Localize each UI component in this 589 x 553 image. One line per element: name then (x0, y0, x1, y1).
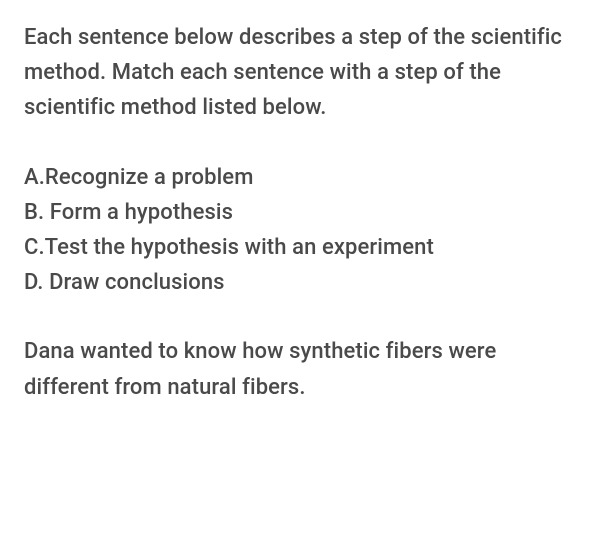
question-item: Dana wanted to know how synthetic fibers… (24, 334, 565, 404)
question-prompt: Each sentence below describes a step of … (24, 20, 565, 126)
option-a: A.Recognize a problem (24, 160, 565, 195)
answer-options: A.Recognize a problem B. Form a hypothes… (24, 160, 565, 301)
question-container: Each sentence below describes a step of … (24, 20, 565, 405)
option-b: B. Form a hypothesis (24, 195, 565, 230)
option-c: C.Test the hypothesis with an experiment (24, 230, 565, 265)
option-d: D. Draw conclusions (24, 265, 565, 300)
